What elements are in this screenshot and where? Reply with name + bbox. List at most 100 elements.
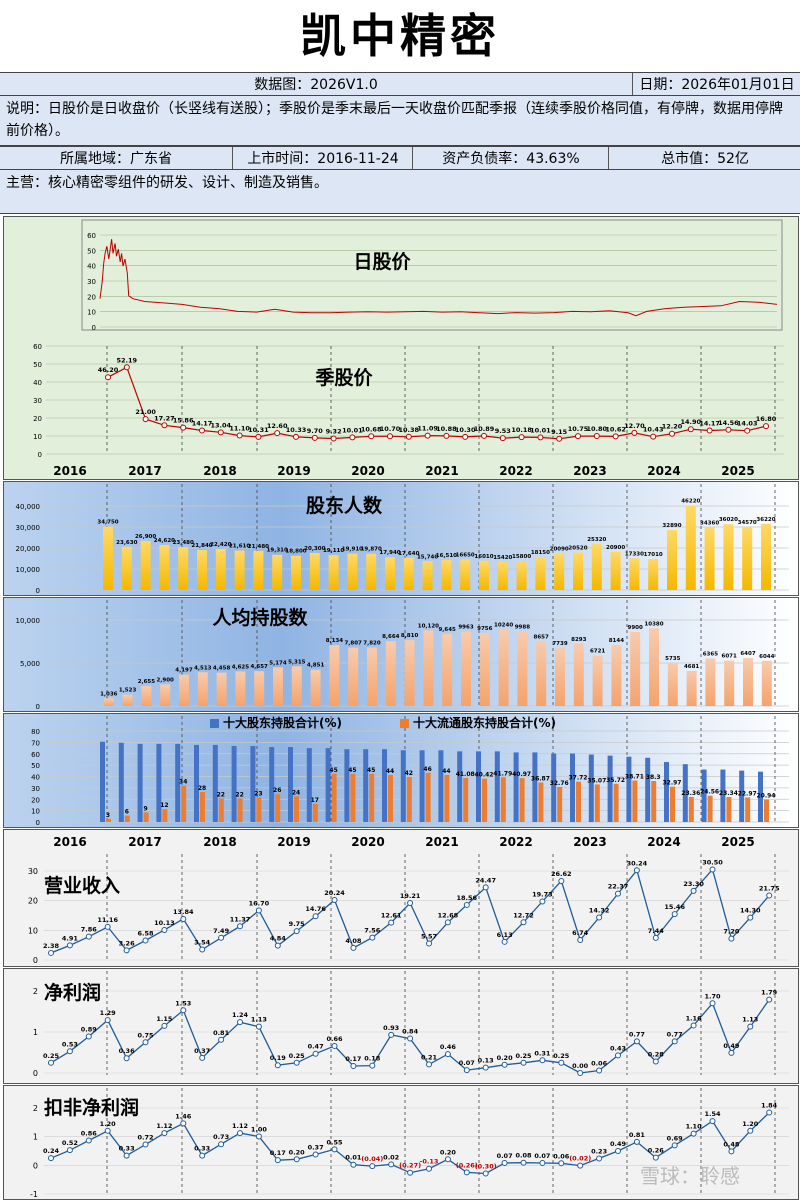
net-profit-point	[369, 1062, 376, 1069]
revenue-point	[255, 907, 262, 914]
quarter-tick-label: 30	[33, 397, 42, 405]
top10-float-bar	[576, 781, 581, 822]
revenue-value-label: 11.37	[230, 915, 251, 923]
quarter-price-label: 10.01	[342, 426, 363, 434]
revenue-value-label: 13.84	[173, 908, 194, 916]
net-profit-point	[501, 1061, 508, 1068]
holders-bar-label: 26,900	[135, 534, 156, 540]
quarter-price-label: 10.70	[380, 425, 401, 433]
holders-tick-label: 0	[36, 587, 40, 595]
top10-float-bar	[162, 809, 168, 822]
deducted-profit-point	[463, 1169, 470, 1176]
top10-tick-label: 10	[31, 808, 40, 816]
top10-float-label: 20.94	[757, 793, 776, 800]
top10-holder-bar	[363, 749, 369, 822]
holders-bar	[667, 529, 677, 590]
deducted-profit-point	[180, 1120, 187, 1127]
quarter-tick-label: 20	[33, 415, 42, 423]
net-profit-point	[482, 1064, 489, 1071]
top10-float-bar	[632, 780, 638, 822]
legend-swatch-float	[400, 719, 409, 728]
revenue-point	[596, 914, 603, 921]
avg-holding-bar-label: 8,134	[326, 638, 344, 644]
holders-bar-label: 18,800	[285, 549, 306, 555]
holders-bar	[591, 543, 602, 590]
net-profit-value-label: 1.53	[175, 999, 191, 1007]
avg-holding-tick-label: 10,000	[16, 617, 41, 625]
holders-bar-label: 16010	[474, 554, 493, 560]
revenue-point	[66, 942, 73, 949]
quarter-price-point	[499, 435, 506, 442]
listing-date: 上市时间：2016-11-24	[232, 147, 413, 169]
deducted-profit-value-label: 0.73	[213, 1133, 229, 1141]
top10-holder-bar	[513, 752, 519, 822]
net-profit-value-label: 1.29	[100, 1009, 117, 1017]
quarter-price-point	[199, 427, 205, 434]
revenue-point	[237, 923, 243, 930]
net-profit-point	[255, 1023, 262, 1030]
top10-float-label: 44	[442, 768, 450, 775]
quarter-price-point	[123, 364, 130, 371]
net-profit-title: 净利润	[44, 981, 101, 1004]
legend-swatch-holders	[210, 719, 219, 728]
deducted-profit-value-label: 0.01	[345, 1154, 362, 1162]
top10-float-bar	[500, 777, 506, 822]
deducted-profit-point	[66, 1147, 73, 1154]
holders-tick-label: 10,000	[16, 566, 41, 574]
top10-float-bar	[557, 786, 563, 822]
deducted-profit-panel: 2 1 0 -1 0.24 0.52 0.86 1.20 0.33 0.72 1.12 1.46 0.3…	[3, 1085, 799, 1200]
net-profit-point	[388, 1031, 395, 1038]
net-profit-point	[48, 1059, 54, 1066]
quarter-price-label: 14.56	[718, 419, 739, 427]
revenue-point	[312, 913, 319, 920]
holders-bar	[742, 526, 753, 590]
debt-ratio: 资产负债率：43.63%	[412, 147, 609, 169]
top10-float-label: 17	[311, 797, 319, 804]
deducted-profit-point	[237, 1130, 243, 1137]
revenue-tick-label: 30	[28, 867, 38, 876]
avg-holding-bar-label: 4,197	[175, 668, 193, 674]
net-profit-value-label: 0.28	[648, 1051, 665, 1059]
top10-float-label: 38.3	[646, 774, 661, 781]
holders-bar-label: 15,740	[417, 554, 438, 560]
top10-holder-bar	[570, 753, 575, 822]
net-profit-tick-label: 2	[33, 987, 38, 996]
top10-holder-bar	[419, 750, 425, 822]
quarter-price-label: 10.30	[455, 426, 476, 434]
net-profit-value-label: 1.70	[704, 992, 721, 1000]
revenue-point	[48, 949, 54, 956]
avg-holding-bar-label: 4681	[684, 664, 699, 670]
revenue-value-label: 30.50	[702, 859, 723, 867]
net-profit-point	[293, 1059, 300, 1066]
holders-bar-label: 15420	[493, 555, 512, 561]
revenue-point	[690, 887, 697, 894]
revenue-point	[350, 944, 357, 951]
top10-holder-bar	[701, 769, 707, 822]
top10-holder-bar	[231, 745, 237, 822]
holders-bar	[403, 557, 414, 590]
holders-bar	[253, 550, 264, 590]
holders-title: 股东人数	[306, 494, 383, 517]
avg-holding-bar-label: 6071	[722, 654, 737, 660]
net-profit-value-label: 0.75	[137, 1031, 154, 1039]
year-label: 2022	[499, 464, 532, 478]
deducted-profit-value-label: 1.12	[156, 1122, 172, 1130]
top10-holder-bar	[626, 756, 632, 822]
net-profit-value-label: 0.66	[326, 1035, 343, 1043]
revenue-value-label: 19.73	[532, 890, 553, 898]
revenue-point	[671, 911, 678, 918]
net-profit-point	[558, 1059, 565, 1066]
quarter-price-point	[687, 426, 694, 433]
note: 说明：日股价是日收盘价（长竖线有送股）；季股价是季末最后一天收盘价匹配季报（连续…	[0, 96, 800, 146]
quarter-price-label: 10.62	[605, 425, 626, 433]
top10-float-label: 35.07	[587, 777, 606, 784]
holders-tick-label: 20,000	[16, 545, 41, 553]
net-profit-point	[142, 1039, 149, 1046]
quarter-price-label: 12.20	[662, 423, 683, 431]
avg-holding-bar	[724, 660, 735, 706]
holders-bar-label: 19,870	[361, 547, 382, 553]
holders-bar-label: 34570	[738, 520, 757, 526]
avg-holding-bar-label: 4,657	[250, 664, 268, 670]
holders-bar-label: 24,620	[154, 538, 175, 544]
